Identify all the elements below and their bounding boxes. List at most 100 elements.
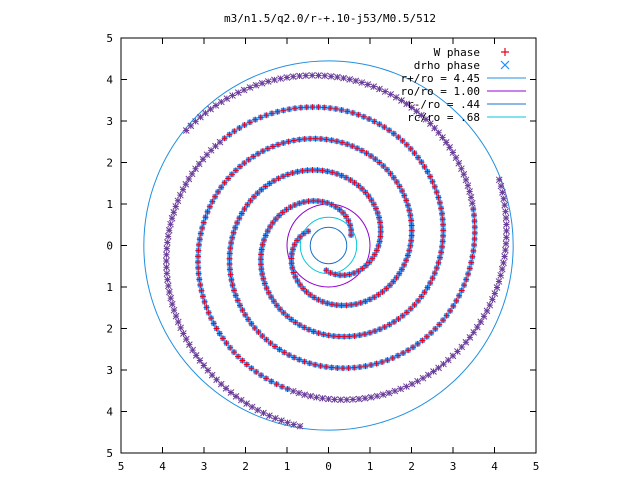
w-phase-point [418, 293, 425, 300]
w-phase-point [406, 207, 413, 214]
w-phase-point [368, 197, 375, 204]
x-tick-label: 3 [201, 460, 208, 473]
w-phase-point [427, 279, 434, 286]
legend-label-4: r-/ro = .44 [407, 98, 480, 111]
w-phase-point [440, 317, 447, 324]
w-phase-point [502, 246, 509, 254]
w-phase-point [352, 77, 360, 85]
w-phase-point [415, 297, 422, 304]
w-phase-point [235, 353, 242, 360]
w-phase-point [327, 72, 335, 80]
w-phase-point [291, 105, 298, 112]
w-phase-point [470, 247, 477, 254]
w-phase-point [449, 149, 457, 156]
w-phase-point [471, 212, 478, 219]
w-phase-point [246, 119, 253, 126]
legend-label-3: ro/ro = 1.00 [401, 85, 480, 98]
w-phase-point [493, 284, 501, 291]
w-phase-point [407, 305, 414, 312]
w-phase-point [199, 155, 207, 163]
w-phase-point [297, 281, 304, 288]
w-phase-point [344, 141, 351, 148]
w-phase-point [174, 318, 182, 326]
w-phase-point [349, 396, 357, 403]
w-phase-point [195, 270, 202, 277]
w-phase-point [411, 301, 418, 308]
w-phase-point [228, 171, 235, 178]
w-phase-point [349, 109, 356, 116]
w-phase-point [263, 112, 270, 119]
w-phase-point [458, 287, 465, 294]
w-phase-point [334, 73, 341, 81]
w-phase-point [232, 224, 239, 231]
w-phase-point [376, 326, 383, 333]
w-phase-point [263, 375, 270, 382]
w-phase-point [436, 321, 443, 328]
w-phase-point [303, 288, 310, 295]
w-phase-point [325, 332, 332, 339]
w-phase-point [172, 203, 180, 210]
w-phase-point [199, 293, 206, 300]
w-phase-point [301, 358, 308, 365]
w-phase-point [273, 381, 280, 388]
w-phase-point [393, 274, 400, 281]
w-phase-point [182, 180, 190, 188]
w-phase-point [403, 309, 410, 316]
w-phase-point [414, 340, 421, 347]
w-phase-point [471, 241, 478, 248]
w-phase-point [209, 198, 216, 205]
w-phase-point [336, 206, 343, 213]
w-phase-point [197, 113, 204, 121]
w-phase-point [213, 325, 220, 332]
w-phase-point [381, 324, 388, 331]
w-phase-point [215, 188, 222, 195]
w-phase-point [262, 183, 269, 190]
w-phase-point [219, 335, 226, 342]
w-phase-point [257, 114, 264, 121]
w-phase-point [449, 352, 457, 360]
w-phase-point [254, 190, 261, 197]
axis-ticks [120, 37, 537, 454]
w-phase-point [232, 393, 240, 400]
w-phase-point [319, 394, 326, 402]
w-phase-point [359, 265, 366, 272]
w-phase-point [289, 246, 296, 253]
w-phase-point [163, 251, 170, 259]
w-phase-point [207, 105, 214, 113]
w-phase-point [397, 385, 405, 393]
w-phase-point [195, 241, 202, 248]
y-tick-label: 5 [106, 32, 113, 45]
w-phase-point [231, 287, 238, 294]
w-phase-point [338, 172, 345, 179]
w-phase-point [291, 354, 298, 361]
w-phase-point [206, 203, 213, 210]
w-phase-point [375, 291, 382, 298]
y-tick-label: 1 [106, 198, 113, 211]
w-phase-point [163, 263, 170, 271]
w-phase-point [383, 285, 390, 292]
w-phase-point [328, 364, 335, 371]
w-phase-point [274, 108, 281, 115]
w-phase-point [376, 214, 383, 221]
w-phase-point [364, 81, 372, 88]
w-phase-point [381, 124, 388, 131]
w-phase-point [286, 352, 293, 359]
w-phase-point [438, 205, 445, 212]
w-phase-point [166, 288, 173, 296]
w-phase-point [315, 330, 322, 337]
w-phase-point [251, 324, 258, 331]
w-phase-point [203, 304, 210, 311]
w-phase-point [277, 306, 284, 313]
w-phase-point [309, 167, 316, 174]
w-phase-point [195, 160, 203, 168]
w-phase-point [280, 107, 287, 114]
w-phase-point [372, 156, 379, 163]
w-phase-point [376, 121, 383, 128]
w-phase-point [413, 107, 420, 115]
w-phase-point [497, 182, 505, 190]
w-phase-point [212, 102, 220, 109]
w-phase-point [386, 127, 393, 134]
w-phase-point [164, 276, 171, 283]
w-phase-point [468, 199, 476, 207]
